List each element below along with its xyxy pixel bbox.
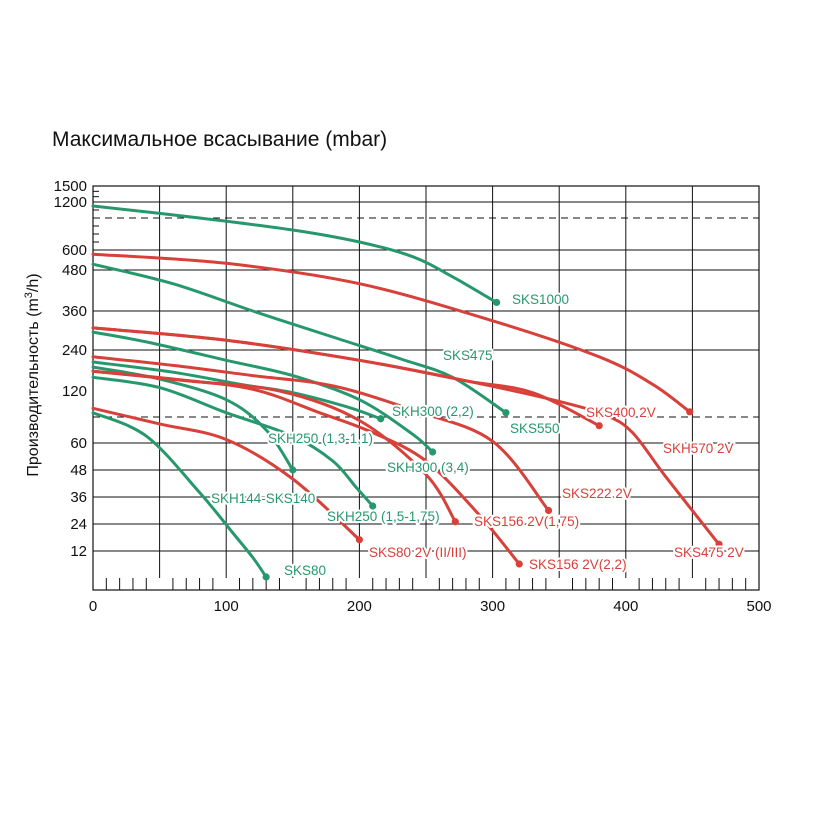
curve-skh250-1-5-1-75 (91, 375, 375, 508)
curve-sks475-2v (91, 326, 721, 546)
curve-endpoint-sks400-2v (595, 422, 603, 430)
curve-label-sks80: SKS80 (284, 563, 326, 578)
x-tick-label: 300 (480, 598, 505, 615)
y-tick-label: 48 (70, 462, 87, 479)
curve-endpoint-sks156-2v-1-75 (451, 518, 459, 526)
y-tick-label: 120 (62, 383, 87, 400)
curve-sks1000 (91, 204, 499, 304)
y-axis-label-tail: /h) (25, 273, 42, 292)
x-tick-label: 500 (746, 598, 771, 615)
y-tick-label: 24 (70, 516, 87, 533)
curve-sks80 (91, 411, 268, 579)
curve-label-skh250-1-5-1-75: SKH250 (1,5-1,75) (327, 509, 440, 524)
curve-sks550 (91, 262, 508, 415)
curve-label-skh300-3-4: SKH300 (3,4) (387, 460, 469, 475)
curve-label-layer: SKS1000 SKS475 SKH300 (2,2) SKS550 SKH250 (1… (209, 290, 746, 580)
curve-label-sks156-2v-2-2: SKS156 2V(2,2) (529, 557, 627, 572)
curve-label-sks80-2v-ii-iii: SKS80 2V (II/III) (369, 545, 467, 560)
curve-endpoint-sks80-2v-ii-iii (355, 536, 363, 544)
y-axis-label-sup: 3 (23, 292, 35, 298)
curve-label-skh144-sks140: SKH144-SKS140 (211, 491, 315, 506)
curve-endpoint-skh300-3-4 (429, 448, 437, 456)
curve-skh570-2v (91, 252, 692, 414)
y-tick-label: 1500 (54, 178, 87, 195)
curve-layer (91, 204, 723, 581)
y-tick-label: 480 (62, 262, 87, 279)
curve-endpoint-skh250-1-3-1-1 (289, 466, 297, 474)
y-axis-label-main: Производительность (m (25, 298, 42, 476)
y-tick-label: 12 (70, 543, 87, 560)
y-axis-label: Производительность (m3/h) (23, 273, 42, 476)
curve-label-sks475: SKS475 (443, 348, 493, 363)
curve-skh300-3-4 (91, 330, 435, 454)
curve-sks222-2v (91, 355, 550, 512)
y-tick-label: 60 (70, 435, 87, 452)
curve-sks80-2v-ii-iii (91, 406, 361, 542)
curve-label-skh300-2-2: SKH300 (2,2) (392, 404, 474, 419)
x-tick-label: 200 (347, 598, 372, 615)
curve-label-sks222-2v: SKS222 2V (562, 486, 632, 501)
y-tick-label: 360 (62, 303, 87, 320)
curve-label-sks156-2v-1-75: SKS156 2V(1,75) (474, 514, 579, 529)
curve-endpoint-skh570-2v (686, 408, 694, 416)
curve-label-sks400-2v: SKS400 2V (586, 405, 656, 420)
curve-sks156-2v-2-2 (91, 369, 521, 566)
x-tick-label: 0 (89, 598, 97, 615)
tick-layer: 0 100 200 300 400 500 12 24 36 48 60 120 240 360 480 60… (54, 178, 772, 615)
curve-endpoint-sks475-2v (715, 540, 723, 548)
y-tick-label: 600 (62, 242, 87, 259)
curve-endpoint-sks80 (262, 573, 270, 581)
curve-endpoint-skh300-2-2 (377, 415, 385, 423)
y-tick-label: 36 (70, 489, 87, 506)
y-tick-label: 1200 (54, 194, 87, 211)
curve-endpoint-sks156-2v-2-2 (515, 560, 523, 568)
curve-endpoint-sks1000 (492, 298, 501, 307)
y-tick-label: 240 (62, 342, 87, 359)
curve-label-sks1000: SKS1000 (512, 292, 569, 307)
chart-title: Максимальное всасывание (mbar) (52, 128, 388, 151)
curve-label-sks550: SKS550 (510, 421, 560, 436)
curve-endpoint-sks222-2v (544, 506, 553, 515)
curve-endpoint-sks550 (502, 409, 510, 417)
curve-endpoint-skh250-1-5-1-75 (369, 502, 377, 510)
x-tick-label: 100 (214, 598, 239, 615)
curve-label-skh570-2v: SKH570 2V (663, 441, 734, 456)
curve-label-skh250-1-3-1-1: SKH250 (1,3-1,1) (268, 431, 373, 446)
curve-label-sks475-2v: SKS475 2V (674, 545, 744, 560)
x-tick-label: 400 (613, 598, 638, 615)
